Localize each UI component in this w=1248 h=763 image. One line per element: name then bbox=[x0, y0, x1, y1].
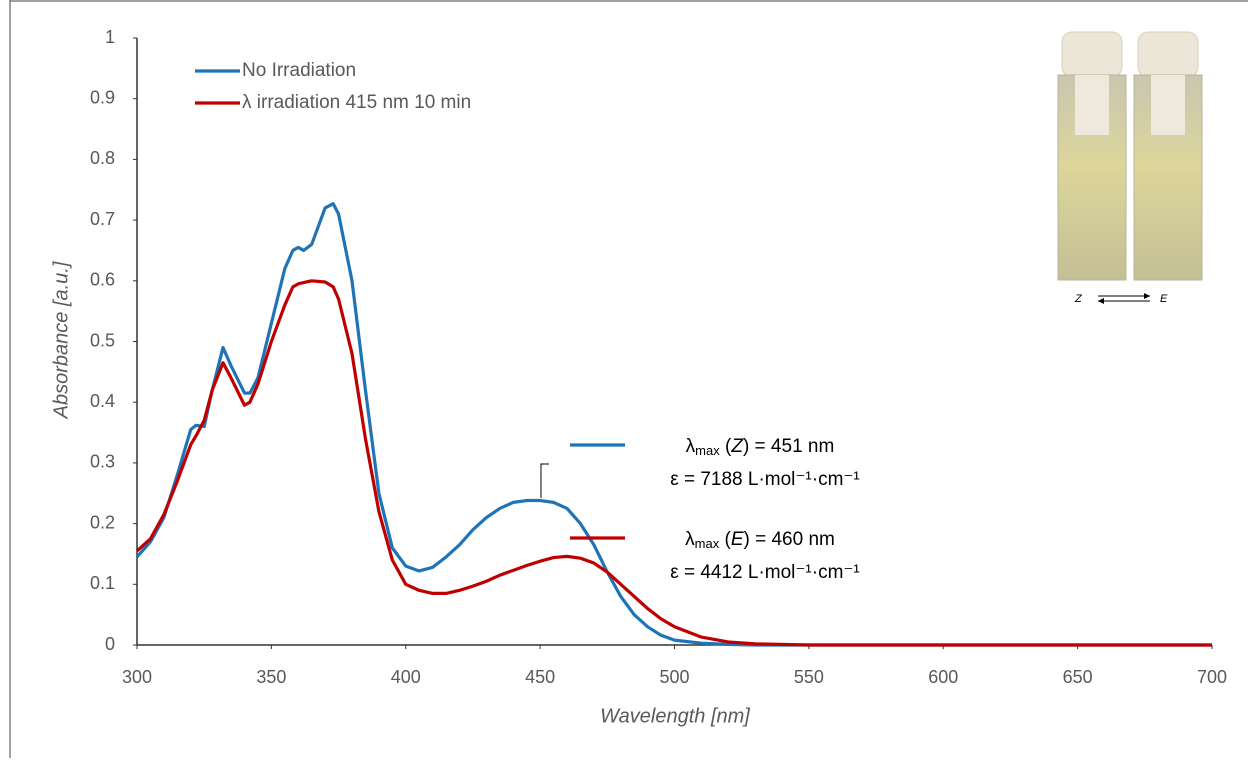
annotation-part: max bbox=[695, 443, 720, 458]
x-axis-label: Wavelength [nm] bbox=[600, 705, 750, 727]
annotation-part: Z bbox=[730, 436, 744, 457]
y-tick-label: 0 bbox=[105, 634, 115, 654]
y-tick-label: 0.6 bbox=[90, 270, 115, 290]
y-tick-label: 0.8 bbox=[90, 148, 115, 168]
x-tick-label: 300 bbox=[122, 667, 152, 687]
series-line bbox=[135, 202, 1212, 647]
annotation-part: λ bbox=[686, 436, 696, 457]
y-tick-label: 0.4 bbox=[90, 391, 115, 411]
annotation-part: λ bbox=[685, 529, 695, 550]
annotation-part: ) = 451 nm bbox=[743, 436, 834, 457]
annotation-part: max bbox=[695, 536, 720, 551]
inset-label: Z bbox=[1074, 293, 1083, 305]
x-tick-label: 350 bbox=[256, 667, 286, 687]
legend-label: λ irradiation 415 nm 10 min bbox=[242, 92, 471, 113]
x-tick-label: 700 bbox=[1197, 667, 1227, 687]
annotation-label: λmax (Z) = 451 nm bbox=[686, 436, 835, 458]
x-tick-label: 450 bbox=[525, 667, 555, 687]
annotation-part: E bbox=[731, 529, 744, 550]
legend-label: No Irradiation bbox=[242, 60, 356, 81]
y-tick-label: 0.2 bbox=[90, 512, 115, 532]
y-tick-label: 0.5 bbox=[90, 330, 115, 350]
y-tick-label: 0.9 bbox=[90, 87, 115, 107]
y-tick-label: 0.7 bbox=[90, 209, 115, 229]
annotation-label: λmax (E) = 460 nm bbox=[685, 529, 835, 551]
annotation-part: ( bbox=[720, 436, 732, 457]
annotation-epsilon: ε = 4412 L·mol⁻¹·cm⁻¹ bbox=[670, 562, 860, 583]
x-tick-label: 400 bbox=[391, 667, 421, 687]
inset-label: E bbox=[1160, 293, 1168, 305]
annotation-part: ( bbox=[719, 529, 731, 550]
x-tick-label: 550 bbox=[794, 667, 824, 687]
y-tick-label: 0.1 bbox=[90, 573, 115, 593]
y-tick-label: 1 bbox=[105, 27, 115, 47]
y-tick-label: 0.3 bbox=[90, 452, 115, 472]
inset-photo: Z E bbox=[1057, 31, 1203, 305]
annotation-epsilon: ε = 7188 L·mol⁻¹·cm⁻¹ bbox=[670, 469, 860, 490]
y-axis-label: Absorbance [a.u.] bbox=[50, 261, 72, 419]
x-tick-label: 600 bbox=[928, 667, 958, 687]
x-tick-label: 500 bbox=[659, 667, 689, 687]
series-line bbox=[135, 279, 1212, 647]
callout bbox=[540, 463, 549, 498]
x-tick-label: 650 bbox=[1063, 667, 1093, 687]
annotation-part: ) = 460 nm bbox=[744, 529, 835, 550]
